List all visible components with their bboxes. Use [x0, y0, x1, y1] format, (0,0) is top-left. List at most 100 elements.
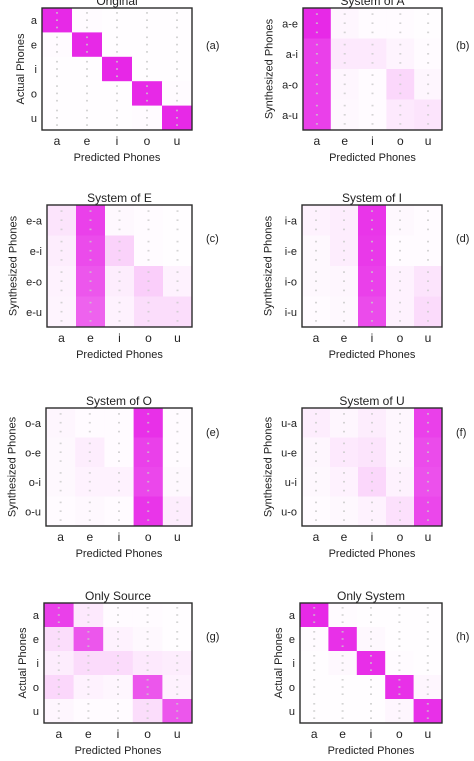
- x-tick-label: o: [144, 727, 151, 741]
- x-axis-label: Predicted Phones: [75, 745, 162, 757]
- y-tick-label: e: [289, 634, 295, 646]
- heatmap-panel-2: System of A (b) a-e a-i a-o a-u a e i o u Predicted…: [263, 0, 469, 164]
- y-tick-label: u: [33, 706, 39, 718]
- x-tick-label: a: [311, 727, 318, 741]
- y-tick-label: u-i: [285, 477, 297, 489]
- panel-title: System of A: [340, 0, 404, 8]
- grid-dots: [315, 13, 430, 125]
- plot-frame: [301, 407, 443, 527]
- x-tick-label: a: [314, 134, 321, 148]
- y-tick-label: i-u: [285, 307, 297, 319]
- x-tick-label: o: [145, 331, 152, 345]
- plot-frame: [301, 204, 443, 328]
- heatmap-panel-4: System of I (d) i-a i-e i-o i-u a e i o u Predicted…: [262, 191, 469, 361]
- y-tick-label: o-u: [25, 506, 41, 518]
- y-axis-label: Actual Phones: [17, 627, 29, 698]
- x-tick-label: u: [425, 134, 432, 148]
- x-tick-label: u: [425, 331, 432, 345]
- x-tick-label: u: [425, 530, 432, 544]
- plot-frame: [41, 7, 193, 131]
- y-tick-label: a-i: [286, 49, 298, 61]
- grid-dots: [313, 607, 429, 719]
- x-tick-label: e: [87, 331, 94, 345]
- grid-dots: [315, 413, 429, 521]
- heatmap-panel-6: System of U (f) u-a u-e u-i u-o a e i o u Predicted…: [262, 394, 466, 560]
- y-tick-label: e-i: [30, 246, 42, 258]
- panel-title: System of U: [339, 394, 404, 408]
- panel-title: System of E: [87, 191, 152, 205]
- x-tick-label: o: [397, 134, 404, 148]
- grid-dots: [59, 413, 179, 521]
- y-axis-label: Synthesized Phones: [7, 215, 19, 316]
- panel-label: (e): [206, 427, 219, 439]
- y-axis-label: Synthesized Phones: [262, 416, 274, 517]
- y-tick-label: o: [289, 682, 295, 694]
- y-tick-label: o: [33, 682, 39, 694]
- y-tick-label: i: [293, 658, 295, 670]
- y-tick-label: i: [37, 658, 39, 670]
- x-tick-label: o: [397, 530, 404, 544]
- x-tick-label: e: [341, 134, 348, 148]
- x-axis-label: Predicted Phones: [76, 349, 163, 361]
- y-axis-label: Synthesized Phones: [6, 416, 18, 517]
- y-tick-label: a: [33, 610, 40, 622]
- y-tick-label: a-o: [282, 79, 298, 91]
- y-tick-label: o-i: [29, 477, 41, 489]
- x-tick-label: u: [174, 331, 181, 345]
- y-tick-label: a-u: [282, 110, 298, 122]
- panel-label: (d): [456, 233, 469, 245]
- x-tick-label: a: [313, 331, 320, 345]
- y-tick-label: e: [31, 40, 37, 52]
- x-tick-label: o: [144, 134, 151, 148]
- plot-frame: [43, 602, 193, 724]
- panel-title: System of O: [86, 394, 152, 408]
- x-axis-label: Predicted Phones: [329, 349, 416, 361]
- grid-dots: [57, 607, 179, 719]
- y-tick-label: o: [31, 88, 37, 100]
- y-tick-label: i: [35, 64, 37, 76]
- x-tick-label: e: [341, 530, 348, 544]
- y-axis-label: Actual Phones: [15, 33, 27, 104]
- y-tick-label: e: [33, 634, 39, 646]
- x-tick-label: a: [58, 331, 65, 345]
- y-tick-label: i-o: [285, 276, 297, 288]
- x-axis-label: Predicted Phones: [329, 548, 416, 560]
- panel-label: (f): [456, 427, 466, 439]
- y-tick-label: a: [31, 15, 38, 27]
- x-tick-label: i: [118, 331, 121, 345]
- x-tick-label: i: [371, 134, 374, 148]
- y-tick-label: u-e: [281, 447, 297, 459]
- x-axis-label: Predicted Phones: [74, 152, 161, 164]
- x-tick-label: o: [145, 530, 152, 544]
- x-tick-label: a: [57, 530, 64, 544]
- y-axis-label: Actual Phones: [273, 627, 285, 698]
- y-tick-label: u: [31, 113, 37, 125]
- plot-frame: [45, 407, 193, 527]
- x-tick-label: u: [174, 727, 181, 741]
- panel-title: Original: [96, 0, 137, 8]
- y-tick-label: o-a: [25, 418, 42, 430]
- y-tick-label: a-e: [282, 18, 298, 30]
- panel-title: System of I: [342, 191, 402, 205]
- grid-dots: [315, 210, 429, 322]
- x-tick-label: i: [370, 727, 373, 741]
- x-tick-label: i: [117, 727, 120, 741]
- y-tick-label: o-e: [25, 447, 41, 459]
- y-axis-label: Synthesized Phones: [262, 215, 274, 316]
- panel-label: (b): [456, 40, 469, 52]
- x-axis-label: Predicted Phones: [76, 548, 163, 560]
- x-tick-label: i: [118, 530, 121, 544]
- y-tick-label: i-a: [285, 215, 298, 227]
- panel-label: (g): [206, 631, 219, 643]
- x-tick-label: e: [85, 727, 92, 741]
- panel-label: (h): [456, 631, 469, 643]
- plot-frame: [299, 602, 443, 724]
- x-tick-label: i: [116, 134, 119, 148]
- x-tick-label: u: [174, 134, 181, 148]
- y-tick-label: u: [289, 706, 295, 718]
